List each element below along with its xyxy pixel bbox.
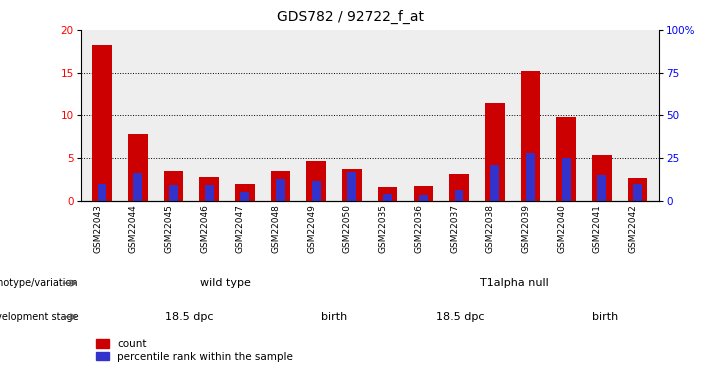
Text: GSM22041: GSM22041 — [593, 204, 602, 253]
Text: 18.5 dpc: 18.5 dpc — [165, 312, 213, 322]
Bar — [133, 173, 142, 201]
Text: GSM22050: GSM22050 — [343, 204, 352, 253]
Bar — [378, 187, 397, 201]
Text: GSM22037: GSM22037 — [450, 204, 459, 253]
Text: birth: birth — [592, 312, 618, 322]
Bar — [627, 178, 647, 201]
Bar — [485, 102, 505, 201]
Text: GDS782 / 92722_f_at: GDS782 / 92722_f_at — [277, 9, 424, 24]
Bar — [383, 194, 392, 201]
Bar — [163, 171, 183, 201]
Bar — [205, 185, 214, 201]
Bar — [271, 171, 290, 201]
Bar — [128, 134, 147, 201]
Text: GSM22049: GSM22049 — [307, 204, 316, 253]
Text: GSM22039: GSM22039 — [522, 204, 531, 253]
Bar — [348, 172, 356, 201]
Text: GSM22048: GSM22048 — [271, 204, 280, 253]
Bar — [592, 154, 612, 201]
Text: GSM22040: GSM22040 — [557, 204, 566, 253]
Bar — [199, 177, 219, 201]
Bar — [306, 160, 326, 201]
Text: wild type: wild type — [200, 278, 251, 288]
Bar — [97, 184, 107, 201]
Bar — [449, 174, 469, 201]
Bar — [276, 179, 285, 201]
Text: development stage: development stage — [0, 312, 79, 322]
Text: GSM22043: GSM22043 — [93, 204, 102, 253]
Text: 18.5 dpc: 18.5 dpc — [436, 312, 484, 322]
Bar — [454, 190, 463, 201]
Text: GSM22038: GSM22038 — [486, 204, 495, 253]
Bar — [93, 45, 112, 201]
Text: GSM22046: GSM22046 — [200, 204, 209, 253]
Bar — [414, 186, 433, 201]
Text: GSM22035: GSM22035 — [379, 204, 388, 253]
Bar — [419, 195, 428, 201]
Text: GSM22036: GSM22036 — [414, 204, 423, 253]
Text: GSM22044: GSM22044 — [129, 204, 137, 253]
Bar — [342, 169, 362, 201]
Bar — [633, 184, 642, 201]
Text: GSM22045: GSM22045 — [165, 204, 173, 253]
Text: GSM22047: GSM22047 — [236, 204, 245, 253]
Bar — [562, 158, 571, 201]
Bar — [169, 185, 178, 201]
Text: T1alpha null: T1alpha null — [480, 278, 549, 288]
Text: GSM22042: GSM22042 — [629, 204, 637, 253]
Bar — [521, 71, 540, 201]
Bar — [235, 184, 254, 201]
Text: genotype/variation: genotype/variation — [0, 278, 79, 288]
Bar — [557, 117, 576, 201]
Bar — [312, 181, 320, 201]
Bar — [526, 153, 535, 201]
Bar — [597, 175, 606, 201]
Bar — [240, 192, 250, 201]
Text: birth: birth — [320, 312, 347, 322]
Bar — [490, 165, 499, 201]
Legend: count, percentile rank within the sample: count, percentile rank within the sample — [96, 339, 293, 362]
